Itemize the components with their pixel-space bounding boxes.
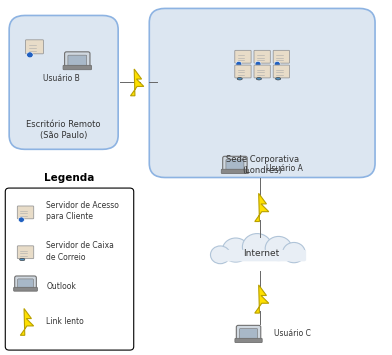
FancyBboxPatch shape: [15, 276, 36, 290]
FancyBboxPatch shape: [68, 55, 87, 66]
Circle shape: [18, 217, 24, 222]
Ellipse shape: [276, 78, 281, 80]
FancyBboxPatch shape: [221, 169, 249, 174]
FancyBboxPatch shape: [217, 250, 306, 261]
Text: Servidor de Caixa
de Correio: Servidor de Caixa de Correio: [46, 241, 114, 262]
FancyBboxPatch shape: [18, 279, 33, 288]
FancyBboxPatch shape: [65, 52, 90, 68]
FancyBboxPatch shape: [254, 65, 270, 78]
FancyBboxPatch shape: [226, 159, 244, 170]
Polygon shape: [255, 285, 269, 313]
FancyBboxPatch shape: [17, 206, 34, 219]
FancyBboxPatch shape: [25, 40, 44, 54]
FancyBboxPatch shape: [254, 50, 270, 63]
Ellipse shape: [237, 78, 242, 80]
FancyBboxPatch shape: [235, 50, 251, 63]
Text: Escritório Remoto
(São Paulo): Escritório Remoto (São Paulo): [26, 120, 101, 140]
Ellipse shape: [20, 258, 25, 261]
Circle shape: [222, 238, 249, 262]
FancyBboxPatch shape: [63, 65, 91, 70]
FancyBboxPatch shape: [273, 50, 290, 63]
FancyBboxPatch shape: [235, 338, 262, 343]
Text: Usuário B: Usuário B: [44, 73, 80, 83]
FancyBboxPatch shape: [273, 65, 290, 78]
Text: Outlook: Outlook: [46, 282, 76, 291]
Circle shape: [274, 61, 280, 67]
FancyBboxPatch shape: [235, 65, 251, 78]
Text: Internet: Internet: [243, 249, 279, 258]
Polygon shape: [255, 193, 269, 222]
FancyBboxPatch shape: [14, 287, 37, 291]
Circle shape: [283, 242, 305, 263]
Text: Link lento: Link lento: [46, 317, 84, 326]
FancyBboxPatch shape: [240, 329, 258, 339]
Text: Usuário C: Usuário C: [274, 329, 311, 338]
Text: Sede Corporativa
(Londres): Sede Corporativa (Londres): [226, 155, 299, 175]
Circle shape: [27, 52, 33, 58]
FancyBboxPatch shape: [5, 188, 134, 350]
FancyBboxPatch shape: [9, 16, 118, 149]
Circle shape: [211, 246, 230, 264]
Text: Servidor de Acesso
para Cliente: Servidor de Acesso para Cliente: [46, 201, 119, 221]
Text: Usuário A: Usuário A: [266, 164, 303, 173]
Text: Legenda: Legenda: [44, 173, 95, 183]
Circle shape: [255, 61, 261, 67]
FancyBboxPatch shape: [17, 246, 34, 258]
Ellipse shape: [256, 78, 261, 80]
Circle shape: [242, 234, 272, 260]
Polygon shape: [20, 308, 34, 335]
FancyBboxPatch shape: [223, 156, 247, 172]
Polygon shape: [131, 69, 144, 96]
FancyBboxPatch shape: [149, 9, 375, 178]
FancyBboxPatch shape: [236, 326, 261, 341]
Circle shape: [236, 61, 242, 67]
Circle shape: [265, 236, 292, 261]
